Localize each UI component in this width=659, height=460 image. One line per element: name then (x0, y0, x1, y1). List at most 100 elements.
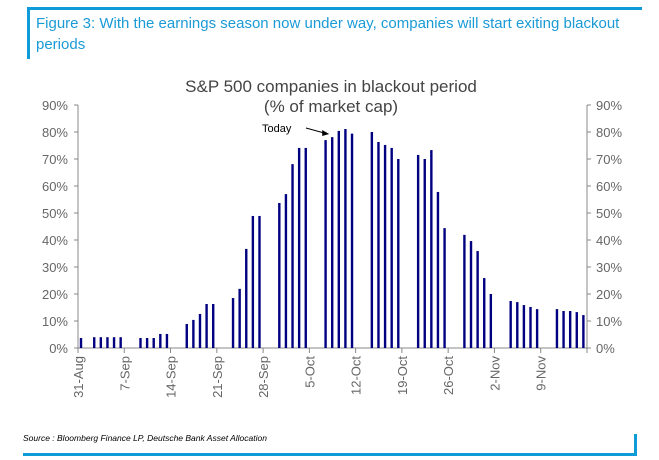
bar (238, 288, 241, 348)
bar (377, 141, 380, 348)
bar (251, 215, 255, 348)
today-arrow-line (305, 127, 325, 134)
bar (324, 140, 327, 348)
chart: S&P 500 companies in blackout period (% … (42, 77, 622, 398)
frame-left-rule (27, 7, 30, 59)
figure-title: Figure 3: With the earnings season now u… (36, 15, 620, 53)
y-tick-label-left: 80% (42, 125, 68, 140)
x-tick-label: 12-Oct (349, 356, 364, 395)
y-tick-label-right: 40% (596, 233, 622, 248)
bar (555, 309, 559, 348)
x-tick-label: 9-Nov (534, 356, 549, 391)
bar (205, 303, 208, 348)
bar (245, 248, 248, 348)
bar (416, 154, 420, 348)
y-tick-label-left: 40% (42, 233, 68, 248)
y-tick-label-left: 20% (42, 287, 68, 302)
bar (165, 333, 169, 348)
x-tick-label: 19-Oct (395, 356, 410, 395)
bar (297, 147, 301, 348)
bar (152, 338, 155, 348)
bar (278, 203, 281, 348)
y-tick-label-right: 70% (596, 152, 622, 167)
bar (430, 150, 433, 348)
bar (568, 311, 572, 348)
y-tick-label-left: 60% (42, 179, 68, 194)
y-tick-label-left: 10% (42, 314, 68, 329)
bar (93, 337, 96, 348)
bar (370, 132, 374, 348)
bar (350, 133, 354, 348)
bar (463, 234, 466, 348)
bar (79, 338, 83, 348)
bar (337, 130, 341, 348)
bar (258, 215, 261, 348)
x-tick-label: 7-Sep (117, 356, 132, 391)
y-tick-label-right: 10% (596, 314, 622, 329)
bar (139, 338, 142, 348)
bar (483, 278, 486, 348)
today-annotation: Today (262, 123, 292, 135)
y-tick-label-right: 20% (596, 287, 622, 302)
bar (304, 147, 307, 348)
bar (423, 159, 426, 348)
bar (476, 251, 479, 348)
bar (443, 228, 446, 348)
x-tick-label: 5-Oct (302, 356, 317, 388)
x-tick-label: 2-Nov (487, 356, 502, 391)
bar (231, 298, 235, 348)
bar (489, 294, 493, 348)
x-tick-label: 26-Oct (441, 356, 456, 395)
bar (291, 164, 294, 348)
x-tick-label: 28-Sep (256, 356, 271, 398)
bar (145, 338, 149, 348)
bar (436, 191, 440, 348)
y-tick-label-left: 0% (49, 341, 68, 356)
bar (284, 194, 288, 348)
x-tick-label: 31-Aug (71, 356, 86, 398)
chart-title: S&P 500 companies in blackout period (185, 77, 477, 96)
bar (383, 144, 387, 348)
y-tick-label-right: 0% (596, 341, 615, 356)
source-note: Source : Bloomberg Finance LP, Deutsche … (23, 433, 267, 443)
y-tick-label-left: 90% (42, 98, 68, 113)
bar (535, 309, 539, 348)
bar (516, 302, 519, 348)
bar (575, 312, 578, 348)
chart-subtitle: (% of market cap) (264, 97, 398, 116)
bar (397, 159, 400, 348)
bar (99, 337, 103, 348)
bar (529, 306, 532, 348)
bar (212, 303, 215, 348)
bar (192, 319, 195, 348)
bar (185, 323, 188, 348)
frame-right-rule (634, 434, 637, 456)
x-tick-label: 21-Sep (210, 356, 225, 398)
y-tick-label-right: 90% (596, 98, 622, 113)
y-tick-label-left: 30% (42, 260, 68, 275)
y-tick-label-right: 80% (596, 125, 622, 140)
bar (198, 313, 202, 348)
bar (390, 147, 393, 348)
y-tick-label-right: 30% (596, 260, 622, 275)
bar (562, 311, 565, 348)
bar (509, 301, 512, 348)
today-arrow-head-icon (322, 130, 330, 136)
bar (106, 337, 109, 348)
bar (344, 129, 347, 348)
y-tick-label-left: 50% (42, 206, 68, 221)
bar (582, 315, 585, 348)
bar (112, 337, 116, 348)
y-tick-label-right: 50% (596, 206, 622, 221)
bar (522, 305, 526, 348)
bar (330, 137, 334, 348)
bar (469, 241, 473, 348)
x-tick-label: 14-Sep (164, 356, 179, 398)
y-tick-label-left: 70% (42, 152, 68, 167)
bar (119, 337, 122, 348)
bar (159, 333, 162, 348)
frame-bottom-rule (23, 453, 637, 456)
y-tick-label-right: 60% (596, 179, 622, 194)
frame-top-rule (28, 7, 642, 10)
